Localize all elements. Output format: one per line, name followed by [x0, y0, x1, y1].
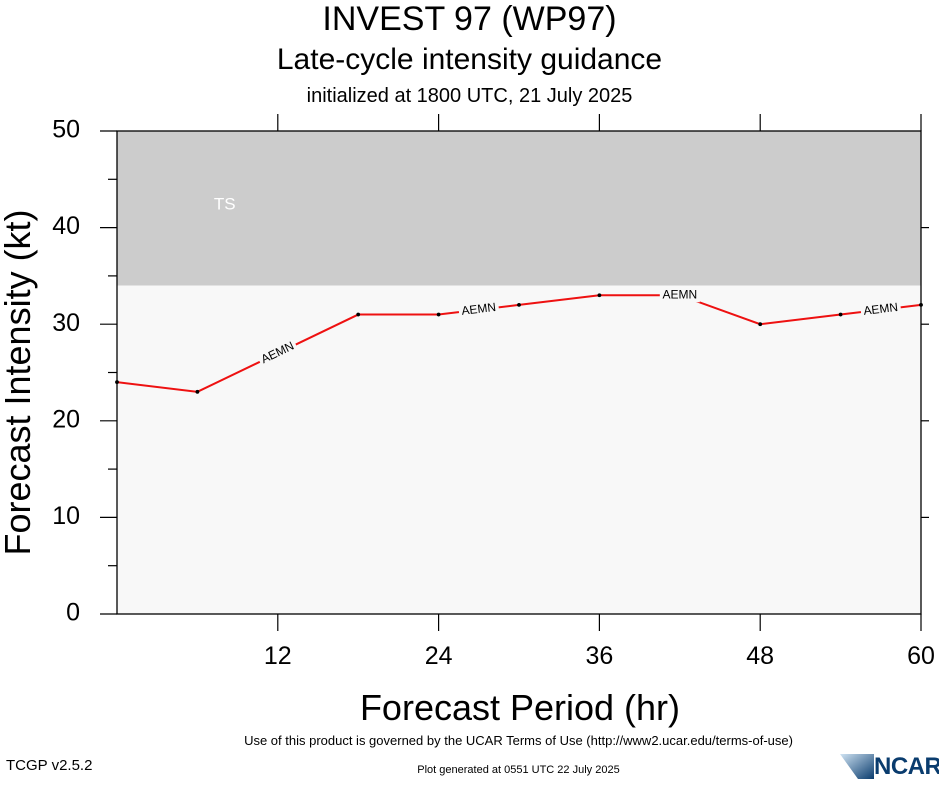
chart-subtitle: Late-cycle intensity guidance — [276, 43, 663, 76]
data-point — [517, 302, 521, 307]
series-label-aemn: AEMN — [461, 300, 497, 318]
data-point — [597, 293, 602, 298]
intensity-band-ts — [117, 131, 921, 286]
series-label-background — [256, 338, 299, 369]
band-label-ts: TS — [214, 195, 236, 214]
data-point — [356, 312, 361, 317]
series-label-aemn: AEMN — [662, 287, 697, 301]
x-axis-label: Forecast Period (hr) — [360, 687, 680, 728]
chart-title: INVEST 97 (WP97) — [322, 0, 617, 38]
terms-of-use-notice: Use of this product is governed by the U… — [244, 733, 793, 748]
y-tick-label: 40 — [52, 212, 80, 240]
x-tick-label: 60 — [907, 642, 935, 670]
series-label-background — [659, 288, 700, 303]
y-tick-label: 0 — [66, 599, 80, 627]
initialization-time: initialized at 1800 UTC, 21 July 2025 — [306, 85, 633, 107]
data-point — [115, 380, 119, 385]
y-tick-label: 20 — [52, 405, 80, 433]
data-point — [919, 302, 923, 307]
data-point — [838, 312, 843, 317]
x-tick-label: 48 — [746, 642, 774, 670]
series-label-aemn: AEMN — [863, 300, 899, 318]
x-tick-label: 24 — [425, 642, 453, 670]
y-tick-label: 30 — [52, 309, 80, 337]
x-tick-label: 12 — [264, 642, 292, 670]
y-tick-label: 50 — [52, 116, 80, 144]
ncar-logo: NCAR — [838, 752, 939, 780]
intensity-band-below-ts — [117, 285, 921, 614]
x-tick-label: 36 — [585, 642, 613, 670]
ncar-logo-text: NCAR — [874, 753, 939, 780]
y-axis-label: Forecast Intensity (kt) — [0, 209, 38, 555]
series-label-background — [860, 300, 902, 320]
generated-timestamp: Plot generated at 0551 UTC 22 July 2025 — [417, 764, 620, 776]
data-point — [195, 389, 200, 394]
data-point — [758, 322, 763, 327]
y-tick-label: 10 — [52, 502, 80, 530]
data-point — [436, 312, 441, 317]
series-label-background — [458, 300, 500, 320]
ncar-logo-mark-icon — [840, 754, 874, 779]
version-label: TCGP v2.5.2 — [6, 757, 93, 774]
